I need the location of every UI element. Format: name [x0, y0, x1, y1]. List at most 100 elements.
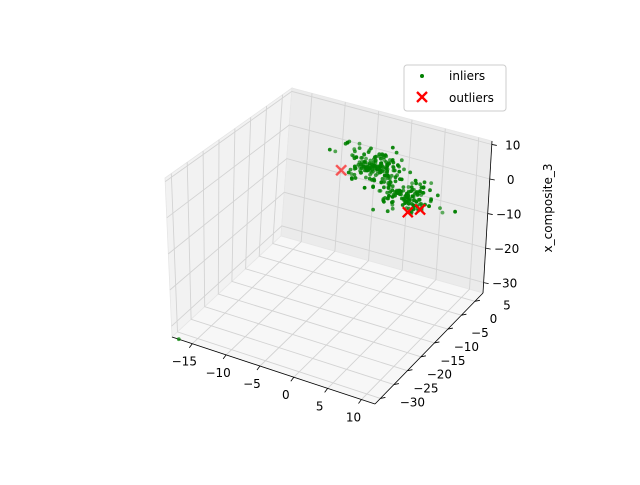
y-tick-mark-3	[420, 355, 426, 358]
inlier-point	[421, 190, 425, 195]
inlier-point	[383, 176, 388, 181]
inlier-point	[348, 167, 353, 172]
z-tick-label-1: −20	[494, 242, 519, 256]
grid-line-z-4	[164, 90, 492, 182]
inlier-point	[380, 176, 385, 181]
inlier-point	[404, 193, 408, 198]
inlier-point	[418, 182, 422, 187]
inlier-point	[385, 190, 390, 195]
inlier-point	[364, 156, 368, 161]
grid-line-y-7	[272, 94, 476, 302]
grid-line-x-1	[225, 102, 346, 356]
inlier-point	[409, 189, 413, 194]
inlier-point	[421, 185, 426, 190]
x-tick-mark-5	[358, 399, 362, 404]
inlier-point	[367, 166, 372, 171]
inlier-point	[352, 164, 357, 169]
inlier-point	[368, 158, 373, 163]
y-tick-mark-4	[434, 341, 440, 344]
inlier-point	[354, 155, 359, 160]
inlier-point	[350, 177, 354, 182]
grid-line-y-6	[258, 105, 462, 316]
inlier-point	[385, 163, 390, 167]
inlier-point	[413, 178, 418, 183]
inlier-point	[373, 159, 378, 163]
x-tick-mark-1	[222, 354, 227, 360]
z-tick-label-3: 0	[507, 173, 515, 187]
grid-line-y-2	[202, 150, 408, 372]
outlier-point	[335, 164, 347, 176]
inlier-point	[390, 206, 395, 211]
y-tick-mark-1	[393, 383, 399, 385]
inlier-point	[393, 175, 398, 180]
inlier-point	[333, 149, 338, 154]
inlier-point	[390, 188, 395, 193]
z-axis-label: x_composite_3	[541, 164, 555, 253]
outlier-point	[414, 203, 426, 216]
inlier-point	[435, 193, 440, 198]
y-tick-label-4: −10	[454, 340, 479, 354]
inlier-point	[440, 210, 445, 215]
inlier-point	[402, 167, 406, 172]
x-tick-label-1: −10	[205, 366, 230, 380]
inlier-point	[416, 198, 421, 202]
inlier-point	[357, 141, 362, 146]
inlier-point	[370, 164, 375, 169]
inlier-point	[399, 158, 404, 163]
inlier-point	[390, 202, 395, 207]
inlier-point	[422, 180, 427, 185]
legend-inlier-marker	[420, 74, 424, 78]
z-tick-mark-0	[483, 282, 489, 285]
grid-line-x-3	[293, 119, 413, 378]
inlier-point	[351, 154, 356, 158]
x-tick-mark-4	[324, 388, 328, 393]
inlier-point	[362, 185, 367, 190]
inlier-point	[176, 337, 181, 342]
inlier-point	[363, 160, 368, 165]
legend-inliers-label: inliers	[449, 69, 485, 83]
z-tick-mark-4	[491, 144, 497, 146]
inlier-point	[374, 154, 378, 159]
inlier-point	[384, 154, 389, 159]
grid-line-y-3	[217, 139, 422, 358]
inlier-point	[427, 204, 431, 209]
axis-panes	[164, 87, 493, 405]
inlier-points	[176, 139, 457, 342]
inlier-point	[343, 141, 348, 146]
inlier-point	[364, 166, 368, 171]
inlier-point	[399, 189, 404, 194]
inlier-point	[406, 185, 411, 189]
inlier-point	[382, 185, 386, 190]
inlier-point	[358, 168, 362, 173]
inlier-point	[406, 196, 411, 201]
inlier-point	[412, 198, 417, 203]
x-tick-label-5: 10	[346, 411, 361, 425]
inlier-point	[383, 196, 387, 200]
inlier-point	[364, 175, 368, 180]
inlier-point	[438, 206, 442, 211]
legend-outliers-label: outliers	[449, 91, 494, 105]
grid-line-z-3	[166, 124, 490, 219]
z-tick-mark-3	[489, 178, 495, 181]
inlier-point	[385, 209, 390, 214]
inlier-point	[428, 188, 432, 193]
outlier-point	[401, 206, 414, 218]
z-tick-mark-2	[487, 213, 493, 215]
grid-line-y-4	[231, 128, 435, 344]
inlier-point	[391, 165, 396, 170]
inlier-point	[353, 176, 358, 180]
inlier-point	[382, 173, 387, 178]
inlier-point	[386, 185, 391, 190]
inlier-point	[360, 160, 364, 164]
y-tick-mark-0	[380, 397, 386, 399]
x-tick-label-0: −15	[172, 355, 197, 369]
x-tick-label-4: 5	[316, 399, 324, 413]
inlier-point	[360, 155, 364, 160]
inlier-point	[352, 172, 357, 177]
x-tick-mark-3	[290, 376, 295, 382]
y-tick-label-3: −15	[440, 354, 465, 368]
legend-box	[403, 64, 507, 112]
inlier-point	[410, 181, 414, 186]
